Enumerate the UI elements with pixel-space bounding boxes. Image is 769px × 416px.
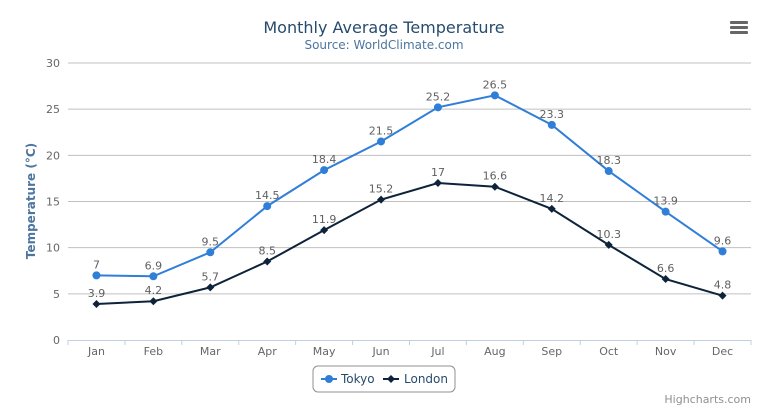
legend-label-london: London <box>404 372 448 386</box>
legend-item-tokyo[interactable]: Tokyo <box>321 372 375 386</box>
data-point <box>206 283 215 292</box>
data-label: 5.7 <box>202 270 220 283</box>
series-line <box>96 94 724 278</box>
data-point <box>263 257 272 266</box>
data-point <box>547 120 556 129</box>
data-label: 11.9 <box>312 213 337 226</box>
y-tick-label: 25 <box>46 103 60 116</box>
data-point <box>604 167 613 176</box>
y-tick-label: 10 <box>46 242 60 255</box>
series-line <box>96 182 723 305</box>
data-point <box>320 166 329 175</box>
x-tick-label: May <box>313 345 336 358</box>
data-point <box>377 195 386 204</box>
data-label: 13.9 <box>653 195 678 208</box>
data-label: 9.6 <box>714 234 732 247</box>
data-label: 9.5 <box>202 235 220 248</box>
data-label: 14.5 <box>255 189 280 202</box>
data-label: 21.5 <box>369 124 394 137</box>
series-tokyo: 7 6.9 9.5 14.5 18.4 21.5 25.2 26.5 23.3 18.3 13.9 9… <box>92 78 732 281</box>
data-label: 16.6 <box>483 170 508 183</box>
data-point <box>490 91 499 100</box>
legend-label-tokyo: Tokyo <box>340 372 375 386</box>
x-tick-label: Oct <box>599 345 619 358</box>
data-point <box>92 271 101 280</box>
data-label: 4.8 <box>714 279 732 292</box>
circle-marker-icon <box>325 375 333 383</box>
data-point <box>377 137 386 146</box>
x-tick-label: Dec <box>712 345 733 358</box>
y-tick-label: 5 <box>53 288 60 301</box>
data-point <box>206 248 215 257</box>
legend: Tokyo London <box>312 365 456 393</box>
data-label: 8.5 <box>258 245 276 258</box>
x-tick-label: Feb <box>144 345 163 358</box>
data-label: 17 <box>431 166 445 179</box>
x-tick-label: Apr <box>258 345 278 358</box>
series-london: 3.9 4.2 5.7 8.5 11.9 15.2 17 16.6 14.2 10.3 6.6 4.8 <box>88 166 732 308</box>
chart-title: Monthly Average Temperature <box>263 18 504 37</box>
data-point <box>320 226 329 235</box>
y-tick-label: 30 <box>46 57 60 70</box>
data-label: 26.5 <box>483 78 508 91</box>
y-tick-label: 15 <box>46 196 60 209</box>
y-tick-label: 20 <box>46 149 60 162</box>
data-point <box>661 275 670 284</box>
data-point <box>433 103 442 112</box>
data-label: 6.6 <box>657 262 675 275</box>
data-label: 15.2 <box>369 183 394 196</box>
data-point <box>149 272 158 281</box>
data-point <box>490 182 499 191</box>
x-tick-label: Nov <box>655 345 677 358</box>
data-point <box>604 240 613 249</box>
data-point <box>547 204 556 213</box>
data-point <box>718 291 727 300</box>
data-label: 18.3 <box>596 154 621 167</box>
data-point <box>92 299 101 308</box>
data-point <box>718 247 727 256</box>
diamond-marker-icon <box>387 375 395 383</box>
data-label: 3.9 <box>88 287 106 300</box>
x-tick-label: Jun <box>371 345 389 358</box>
x-tick-label: Aug <box>484 345 505 358</box>
data-label: 25.2 <box>426 90 451 103</box>
x-tick-label: Jul <box>430 345 444 358</box>
data-label: 7 <box>93 258 100 271</box>
legend-item-london[interactable]: London <box>383 372 448 386</box>
x-tick-label: Jan <box>87 345 105 358</box>
data-label: 18.4 <box>312 153 337 166</box>
data-label: 23.3 <box>540 108 565 121</box>
data-point <box>433 179 442 188</box>
x-tick-label: Mar <box>200 345 221 358</box>
y-axis-title: Temperature (°C) <box>24 143 38 259</box>
credits-link[interactable]: Highcharts.com <box>664 393 751 406</box>
data-label: 10.3 <box>596 228 621 241</box>
data-point <box>149 297 158 306</box>
y-tick-label: 0 <box>53 334 60 347</box>
data-label: 4.2 <box>145 284 163 297</box>
data-label: 6.9 <box>145 259 163 272</box>
hamburger-menu-icon[interactable] <box>730 21 748 37</box>
data-point <box>263 202 272 211</box>
data-point <box>661 207 670 216</box>
chart-subtitle: Source: WorldClimate.com <box>304 38 463 52</box>
data-label: 14.2 <box>540 192 565 205</box>
x-tick-label: Sep <box>541 345 562 358</box>
